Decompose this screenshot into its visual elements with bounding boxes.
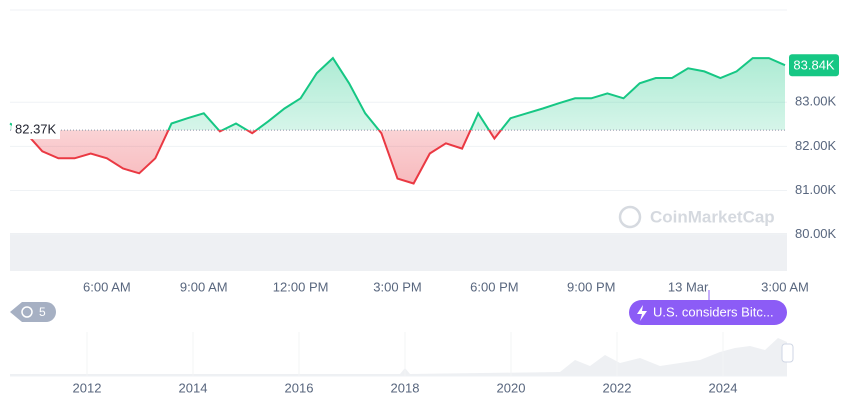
navigator-year: 2018 (391, 380, 420, 395)
reference-label: 82.37K (15, 122, 57, 137)
history-icon (21, 306, 33, 318)
navigator-year: 2012 (73, 380, 102, 395)
navigator-area (10, 338, 787, 376)
navigator-handle[interactable] (781, 343, 794, 363)
price-line-below (18, 130, 503, 185)
x-tick-label: 9:00 PM (567, 279, 615, 294)
x-tick-label: 9:00 AM (180, 279, 228, 294)
navigator-year: 2016 (285, 380, 314, 395)
history-count: 5 (39, 305, 46, 319)
watermark-logo (618, 205, 642, 229)
navigator-year: 2024 (709, 380, 738, 395)
area-below (10, 130, 785, 184)
x-tick-label: 3:00 PM (373, 279, 421, 294)
navigator-year: 2020 (497, 380, 526, 395)
x-tick-label: 12:00 PM (273, 279, 329, 294)
x-tick-label: 13 Mar (668, 279, 709, 294)
last-price-label: 83.84K (793, 58, 835, 73)
area-above (10, 58, 785, 131)
x-tick-label: 3:00 AM (761, 279, 809, 294)
x-tick-label: 6:00 AM (83, 279, 131, 294)
watermark: CoinMarketCap (618, 205, 775, 229)
navigator-year: 2022 (603, 380, 632, 395)
y-tick-label: 80.00K (795, 226, 837, 241)
event-pill[interactable] (629, 300, 787, 325)
x-tick-label: 6:00 PM (470, 279, 518, 294)
price-line-above (9, 56, 786, 131)
y-tick-label: 81.00K (795, 182, 837, 197)
last-price-badge (789, 54, 839, 77)
watermark-text: CoinMarketCap (650, 207, 775, 226)
navigator-year: 2014 (179, 380, 208, 395)
volume-strip (10, 233, 787, 271)
history-badge[interactable] (10, 302, 56, 322)
event-icon (637, 305, 647, 321)
y-tick-label: 82.00K (795, 138, 837, 153)
event-label: U.S. considers Bitc... (653, 304, 774, 319)
reference-label-bg (12, 121, 60, 140)
y-tick-label: 83.00K (795, 94, 837, 109)
